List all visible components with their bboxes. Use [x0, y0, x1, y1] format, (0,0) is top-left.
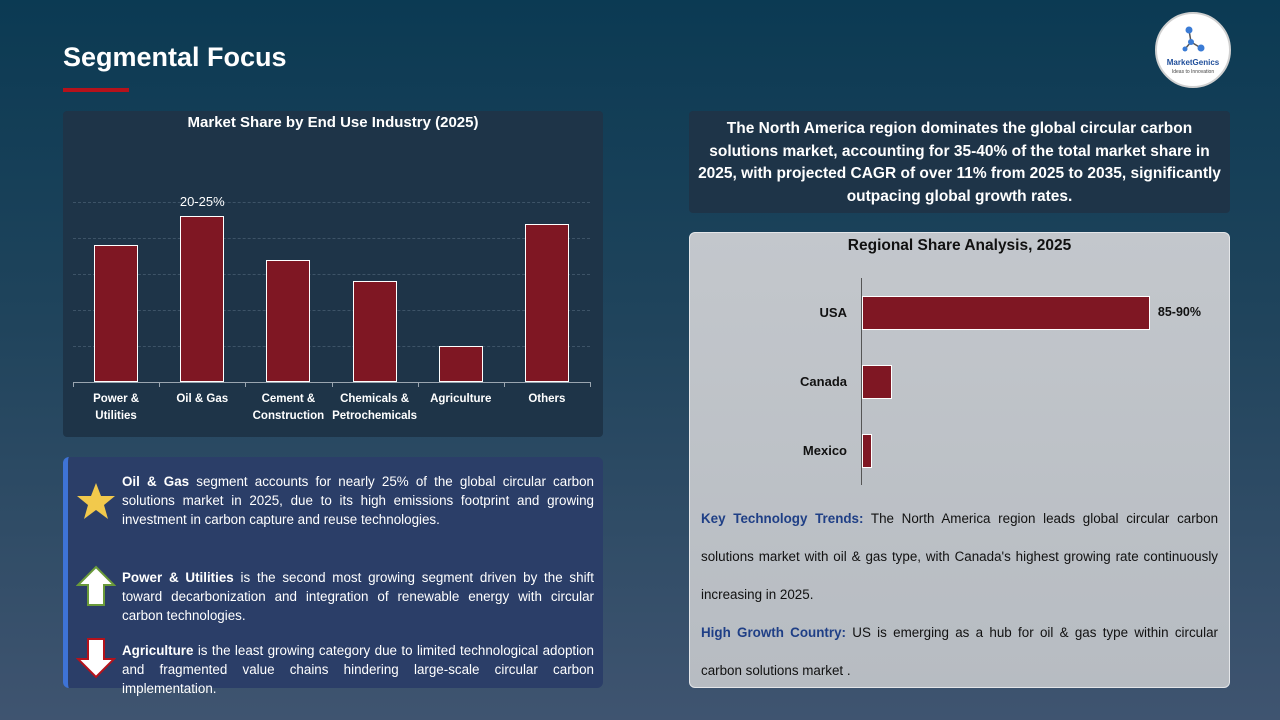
insight-lead: Oil & Gas — [122, 474, 190, 489]
slide-title: Segmental Focus — [63, 42, 287, 72]
y-axis — [861, 278, 862, 485]
insight-lead: Power & Utilities — [122, 570, 234, 585]
x-tick-label: Power & Utilities — [93, 393, 140, 422]
tick-mark — [159, 382, 161, 387]
star-icon — [77, 483, 115, 519]
trend-label: High Growth Country: — [701, 625, 846, 640]
insight-text: segment accounts for nearly 25% of the g… — [122, 474, 594, 527]
tick-mark — [503, 382, 505, 387]
chart-title: Regional Share Analysis, 2025 — [847, 237, 1072, 254]
tick-mark — [73, 382, 74, 387]
data-label: 20-25% — [179, 194, 225, 210]
grid-line — [73, 238, 590, 239]
logo-tagline: Ideas to Innovation — [1171, 69, 1215, 75]
bar-chart-panel: Market Share by End Use Industry (2025) … — [63, 111, 603, 437]
grid-line — [73, 310, 590, 311]
data-label: 85-90% — [1157, 304, 1201, 319]
insight-text: is the least growing category due to lim… — [122, 643, 594, 696]
grid-line — [73, 202, 590, 203]
y-tick-label: Mexico — [802, 442, 847, 458]
insight-lead: Agriculture — [122, 643, 194, 658]
bar — [862, 364, 892, 399]
logo: MarketGenics Ideas to Innovation — [1155, 12, 1231, 88]
trend-text: US is emerging as a hub for oil & gas ty… — [701, 625, 1219, 678]
bar — [862, 433, 872, 468]
trend: Key Technology Trends: The North America… — [701, 500, 1218, 614]
summary-text: The North America region dominates the g… — [698, 120, 1221, 205]
tick-mark — [331, 382, 333, 387]
bar — [862, 295, 1150, 330]
x-tick-label: Cement & Construction — [252, 393, 325, 422]
insight: Agriculture is the least growing categor… — [122, 641, 594, 698]
tick-mark — [245, 382, 247, 387]
x-tick-label: Agriculture — [430, 393, 492, 405]
tick-mark — [590, 382, 591, 387]
bar — [180, 216, 225, 382]
insight: Power & Utilities is the second most gro… — [122, 568, 594, 625]
x-tick-label: Others — [528, 393, 566, 405]
tick-mark — [417, 382, 419, 387]
title-underline — [63, 88, 129, 92]
x-tick-label: Chemicals & Petrochemicals — [332, 393, 418, 422]
bar — [352, 281, 397, 382]
bar — [94, 245, 139, 382]
down-arrow-icon — [76, 638, 116, 679]
bar — [524, 223, 569, 382]
trend-label: Key Technology Trends: — [701, 511, 864, 526]
x-tick-label: Oil & Gas — [176, 393, 229, 405]
logo-name: MarketGenics — [1166, 58, 1220, 67]
y-tick-label: Canada — [800, 373, 847, 389]
up-arrow-icon — [76, 565, 116, 606]
insight-text: is the second most growing segment drive… — [122, 570, 594, 623]
logo-icon — [1182, 26, 1205, 52]
trend: High Growth Country: US is emerging as a… — [701, 614, 1218, 690]
chart-title: Market Share by End Use Industry (2025) — [187, 114, 479, 131]
grid-line — [73, 274, 590, 275]
bar — [266, 259, 311, 382]
trend-text: The North America region leads global ci… — [701, 511, 1219, 602]
insights-panel: Oil & Gas segment accounts for nearly 25… — [63, 457, 603, 696]
summary-panel: The North America region dominates the g… — [689, 111, 1230, 213]
y-tick-label: USA — [819, 304, 847, 320]
insight: Oil & Gas segment accounts for nearly 25… — [122, 472, 594, 529]
grid-line — [73, 346, 590, 347]
regional-panel: Regional Share Analysis, 2025 Key Techno… — [689, 232, 1230, 688]
bar — [438, 346, 483, 382]
